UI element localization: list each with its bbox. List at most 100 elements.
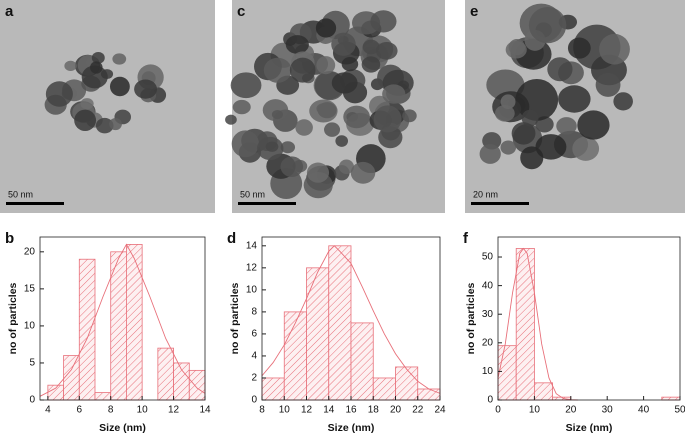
y-tick-label: 0: [251, 395, 257, 406]
y-tick-label: 0: [487, 395, 493, 406]
particle: [370, 10, 397, 33]
particle: [45, 81, 73, 107]
particle: [494, 105, 515, 122]
y-tick-label: 12: [246, 262, 258, 273]
particle: [511, 122, 536, 145]
bar: [188, 369, 206, 401]
particle: [225, 114, 237, 125]
particle: [375, 41, 398, 60]
x-tick-label: 6: [77, 405, 83, 416]
y-tick-label: 10: [482, 366, 494, 377]
bar: [534, 382, 554, 401]
panel-label: f: [463, 230, 469, 247]
x-tick-label: 0: [495, 405, 501, 416]
fit-curve: [261, 245, 441, 394]
particle: [479, 143, 501, 164]
x-tick-label: 20: [390, 405, 402, 416]
y-tick-label: 50: [482, 252, 494, 263]
x-tick-label: 8: [259, 405, 265, 416]
scale-bar: [6, 202, 64, 205]
y-tick-label: 20: [482, 337, 494, 348]
particle: [324, 122, 341, 137]
particle: [112, 53, 127, 65]
particle: [230, 72, 262, 99]
bar: [283, 311, 307, 401]
particle: [109, 76, 130, 97]
particle: [528, 7, 567, 44]
y-tick-label: 2: [251, 373, 257, 384]
y-tick-label: 30: [482, 309, 494, 320]
particle: [402, 109, 417, 123]
x-axis-label: Size (nm): [99, 422, 146, 434]
particle: [567, 37, 591, 59]
particle: [595, 72, 621, 97]
panel-label: a: [5, 3, 14, 20]
bar: [261, 377, 285, 401]
y-axis-label: no of particles: [465, 282, 477, 354]
particle: [547, 57, 573, 82]
particle: [316, 56, 336, 75]
bar: [157, 347, 174, 401]
particle: [382, 84, 406, 104]
x-tick-label: 4: [45, 405, 51, 416]
particle: [285, 35, 309, 54]
x-axis-label: Size (nm): [328, 422, 375, 434]
particle: [331, 72, 358, 94]
particle: [505, 40, 527, 59]
bar: [63, 355, 80, 401]
y-tick-label: 15: [24, 284, 36, 295]
particle: [109, 118, 122, 131]
bar: [78, 258, 96, 401]
bar: [94, 392, 112, 401]
particle: [232, 99, 251, 115]
particle: [95, 117, 114, 134]
x-tick-label: 10: [529, 405, 541, 416]
x-tick-label: 16: [345, 405, 357, 416]
x-tick-label: 30: [602, 405, 614, 416]
bar: [497, 345, 517, 401]
bar: [328, 245, 352, 401]
panel-label: e: [470, 3, 478, 20]
particle: [613, 92, 633, 111]
particle: [556, 117, 577, 135]
particle: [280, 141, 296, 154]
scale-bar: [238, 202, 296, 205]
particle: [520, 146, 544, 170]
x-tick-label: 12: [301, 405, 313, 416]
particle: [134, 79, 157, 99]
particle: [263, 57, 292, 83]
particle: [80, 98, 94, 110]
y-tick-label: 6: [251, 329, 257, 340]
x-tick-label: 22: [412, 405, 424, 416]
particle: [577, 110, 610, 140]
particle: [341, 57, 359, 72]
x-tick-label: 24: [434, 405, 446, 416]
y-tick-label: 20: [24, 246, 36, 257]
y-tick-label: 8: [251, 307, 257, 318]
particle: [500, 140, 517, 155]
bar: [395, 366, 419, 401]
bar: [306, 267, 330, 401]
particle: [335, 135, 349, 147]
particle: [64, 60, 77, 72]
x-axis-label: Size (nm): [566, 422, 613, 434]
particle: [315, 18, 337, 38]
bar: [126, 244, 143, 401]
particle: [256, 136, 284, 161]
particle: [521, 109, 539, 127]
fit-curve: [39, 243, 206, 397]
particle: [262, 99, 289, 122]
x-tick-label: 18: [368, 405, 380, 416]
particle: [599, 33, 630, 65]
panel-label: d: [227, 230, 236, 247]
x-tick-label: 50: [674, 405, 685, 416]
x-tick-label: 40: [638, 405, 650, 416]
particle: [362, 39, 380, 55]
bar: [417, 388, 441, 401]
x-tick-label: 14: [323, 405, 335, 416]
bar: [661, 396, 681, 401]
y-tick-label: 14: [246, 240, 258, 251]
particle: [558, 85, 591, 113]
x-tick-label: 12: [168, 405, 180, 416]
